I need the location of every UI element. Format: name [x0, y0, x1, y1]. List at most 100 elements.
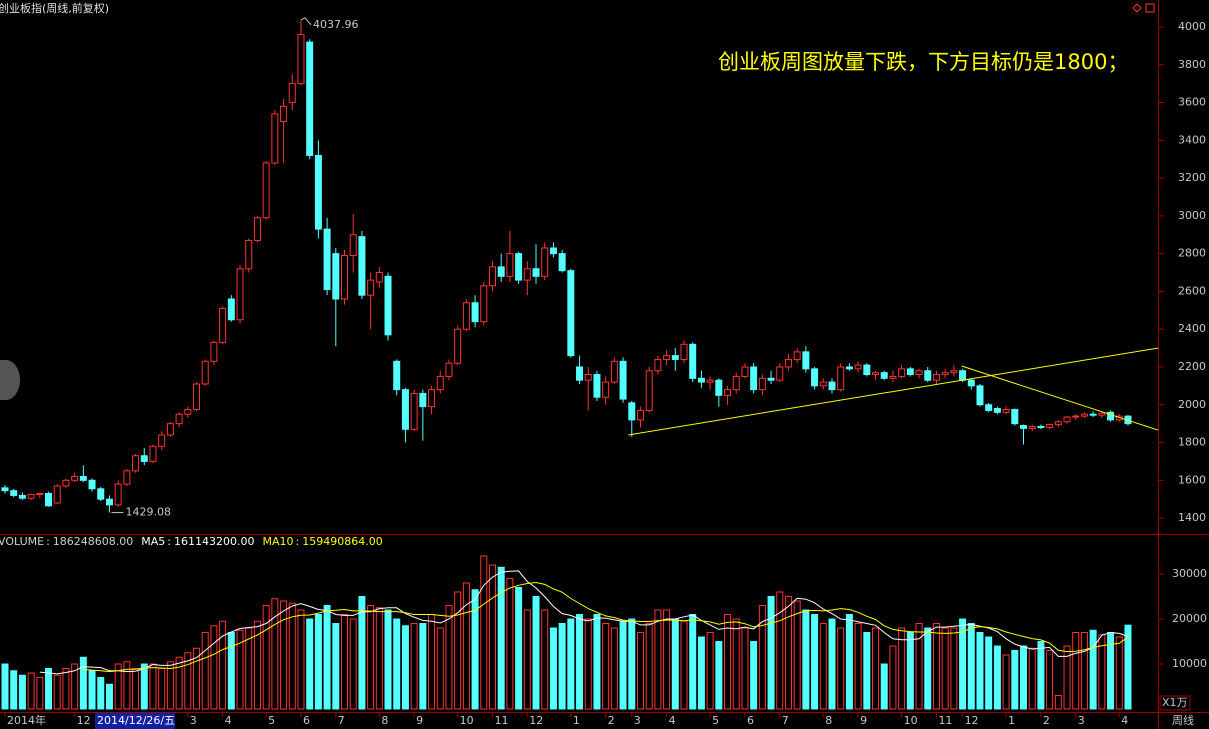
candle-body: [314, 154, 322, 230]
candle-body: [445, 362, 453, 377]
candle-body: [462, 302, 470, 330]
candle-body: [428, 389, 436, 408]
volume-bar: [776, 591, 784, 710]
candle-body: [689, 343, 697, 379]
candle-body: [88, 479, 96, 490]
volume-bar: [967, 623, 975, 710]
annotation: 创业板周图放量下跌，下方目标仍是1800；: [718, 50, 1128, 74]
trendline: [628, 347, 1159, 436]
volume-bar: [854, 623, 862, 710]
candle-body: [219, 307, 227, 343]
diamond-icon[interactable]: [1132, 3, 1142, 13]
candle-body: [340, 255, 348, 300]
volume-bar: [280, 600, 288, 710]
candle-body: [741, 366, 749, 377]
volume-bar: [436, 627, 444, 710]
volume-bar: [71, 663, 79, 710]
volume-bar: [184, 652, 192, 710]
candle-body: [506, 253, 514, 277]
volume-bar: [201, 632, 209, 710]
volume-bar: [889, 645, 897, 710]
volume-bar: [1046, 650, 1054, 710]
candle-body: [149, 445, 157, 462]
legend-sep: :: [46, 535, 50, 548]
volume-bar: [419, 623, 427, 710]
volume-bar: [340, 614, 348, 710]
volume-bar: [114, 663, 122, 710]
volume-bar: [306, 618, 314, 710]
x-tick-label: 8: [825, 714, 832, 727]
candle-body: [941, 372, 949, 376]
volume-bar: [332, 623, 340, 710]
chart-title: 创业板指(周线,前复权): [0, 1, 109, 15]
candle-body: [828, 381, 836, 391]
unit-box: [1159, 695, 1191, 711]
candle-body: [1011, 408, 1019, 425]
candle-body: [915, 370, 923, 376]
volume-bar: [79, 656, 87, 710]
candle-body: [898, 368, 906, 377]
candle-body: [1037, 425, 1045, 428]
square-icon[interactable]: [1145, 3, 1155, 13]
candle-body: [602, 381, 610, 398]
candle-body: [1063, 416, 1071, 423]
volume-bar: [959, 618, 967, 710]
volume-bar: [97, 677, 105, 710]
candle-body: [976, 385, 984, 406]
x-tick-label: 2: [608, 714, 615, 727]
candle-body: [1, 487, 9, 492]
candle-body: [253, 217, 261, 241]
candle-body: [436, 375, 444, 391]
y-tick-label: 3800: [1178, 58, 1206, 71]
cursor-box: [95, 713, 175, 729]
x-tick-label: 11: [938, 714, 952, 727]
candle-body: [297, 34, 305, 85]
volume-bar: [767, 596, 775, 710]
candle-body: [27, 493, 35, 499]
volume-bar: [1124, 624, 1132, 710]
volume-bar: [671, 618, 679, 710]
volume-bar: [602, 623, 610, 710]
candle-body: [645, 370, 653, 411]
x-tick-label: 10: [904, 714, 918, 727]
volume-bar: [149, 663, 157, 710]
x-tick-label: 9: [416, 714, 423, 727]
candle-body: [140, 455, 148, 462]
x-tick-label: 7: [782, 714, 789, 727]
candle-body: [79, 476, 87, 481]
volume-bar: [724, 614, 732, 710]
volume-bar: [750, 641, 758, 710]
x-tick-label: 6: [303, 714, 310, 727]
volume-bar: [828, 618, 836, 710]
candle-body: [497, 266, 505, 277]
volume-bar: [532, 596, 540, 710]
y-tick-label: 2400: [1178, 322, 1206, 335]
candle-body: [71, 476, 79, 481]
x-tick-label: 7: [338, 714, 345, 727]
volume-bar: [166, 661, 174, 710]
candle-body: [532, 268, 540, 277]
candle-body: [889, 375, 897, 379]
volume-bar: [863, 632, 871, 710]
candle-body: [367, 279, 375, 296]
volume-bar: [132, 668, 140, 710]
y-tick-label: 1600: [1178, 473, 1206, 486]
candle-body: [53, 485, 61, 504]
volume-bar: [45, 668, 53, 710]
volume-bar: [576, 614, 584, 710]
legend-name: MA5: [141, 535, 165, 548]
candle-body: [480, 285, 488, 323]
volume-bar: [654, 609, 662, 710]
volume-bar: [906, 632, 914, 710]
trendline: [961, 365, 1159, 431]
candle-body: [567, 270, 575, 357]
side-handle[interactable]: [0, 360, 20, 400]
volume-bar: [10, 670, 18, 710]
candle-body: [515, 253, 523, 281]
x-tick-label: 2: [1043, 714, 1050, 727]
volume-bar: [123, 661, 131, 710]
candle-body: [967, 379, 975, 387]
